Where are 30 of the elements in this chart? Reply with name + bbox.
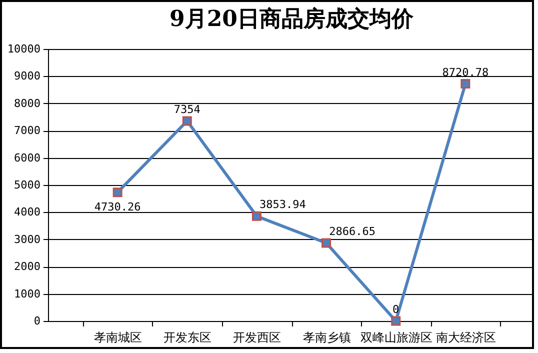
data-label: 7354 bbox=[174, 102, 201, 116]
point bbox=[322, 238, 332, 248]
y-tick-label: 4000 bbox=[14, 206, 40, 219]
point bbox=[460, 79, 470, 89]
y-tick-label: 10000 bbox=[7, 42, 40, 56]
point bbox=[112, 188, 122, 198]
y-tick-label: 1000 bbox=[14, 287, 40, 300]
y-tick-label: 6000 bbox=[14, 151, 40, 164]
point bbox=[182, 116, 192, 126]
y-tick-label: 0 bbox=[34, 314, 40, 328]
x-tick-label: 双峰山旅游区 bbox=[360, 330, 432, 344]
y-tick-label: 7000 bbox=[14, 124, 40, 138]
data-label: 4730.26 bbox=[94, 200, 141, 214]
point bbox=[391, 316, 401, 326]
chart-title: 9月20日商品房成交均价 bbox=[170, 6, 414, 32]
x-tick-label: 开发东区 bbox=[164, 330, 212, 344]
x-tick-label: 孝南乡镇 bbox=[302, 330, 351, 344]
y-tick-label: 3000 bbox=[14, 232, 40, 246]
y-tick-label: 5000 bbox=[14, 178, 40, 192]
data-label: 8720.78 bbox=[442, 66, 489, 79]
x-tick-label: 孝南城区 bbox=[94, 330, 142, 344]
x-tick-label: 开发西区 bbox=[233, 330, 282, 344]
data-label: 2866.65 bbox=[329, 225, 376, 238]
point bbox=[252, 211, 262, 221]
data-label: 0 bbox=[392, 303, 400, 316]
y-tick-label: 9000 bbox=[14, 70, 40, 83]
x-tick-label: 南大经济区 bbox=[436, 330, 496, 344]
data-label: 3853.94 bbox=[260, 198, 306, 212]
y-tick-label: 2000 bbox=[14, 260, 40, 274]
y-tick-label: 8000 bbox=[14, 96, 40, 110]
